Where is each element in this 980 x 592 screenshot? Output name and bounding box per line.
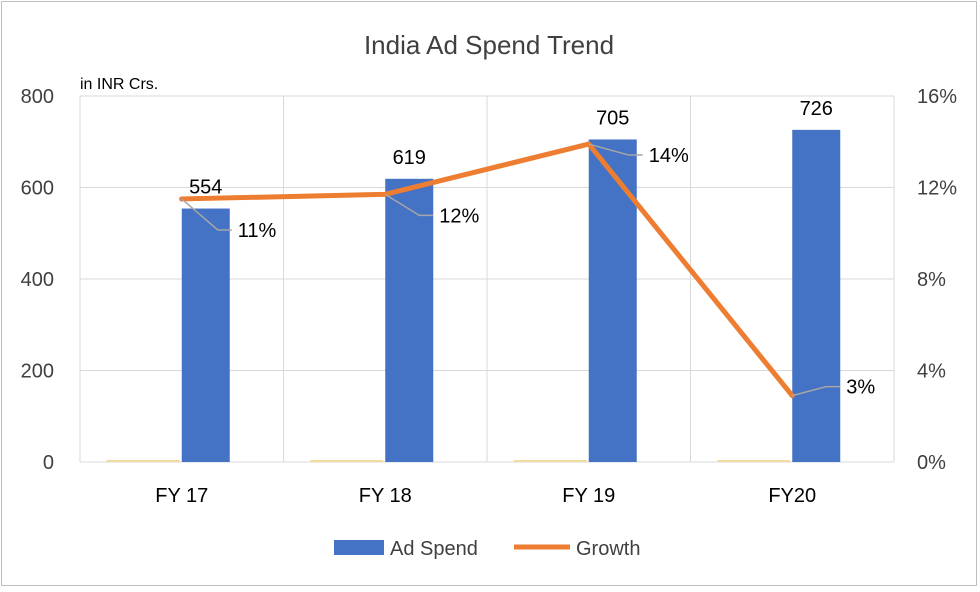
unit-note: in INR Crs. xyxy=(80,76,158,93)
growth-leader-line xyxy=(384,193,434,217)
growth-leader-line xyxy=(792,385,841,397)
growth-leader-line xyxy=(181,198,232,231)
bar-ad-spend xyxy=(588,139,637,462)
y-left-tick-label: 800 xyxy=(21,86,54,108)
y-right-tick-label: 12% xyxy=(917,178,957,200)
legend: Ad Spend Growth xyxy=(334,538,640,560)
bar-ad-spend xyxy=(181,208,230,462)
y-right-tick-label: 4% xyxy=(917,361,946,383)
bar-series xyxy=(106,129,841,462)
legend-label-growth: Growth xyxy=(576,538,640,560)
x-tick-label: FY 19 xyxy=(562,485,615,507)
y-right-tick-label: 8% xyxy=(917,269,946,291)
y-left-tick-label: 400 xyxy=(21,269,54,291)
chart-title: India Ad Spend Trend xyxy=(364,30,614,60)
legend-swatch-ad-spend xyxy=(334,540,384,555)
bar-ad-spend xyxy=(385,178,434,462)
bar-value-label: 619 xyxy=(393,147,426,169)
growth-value-label: 11% xyxy=(238,220,277,242)
data-labels: 554 619 705 726 11% 12% 14% 3% xyxy=(181,98,875,399)
y-right-tick-label: 0% xyxy=(917,452,946,474)
bar-value-label: 726 xyxy=(800,98,833,120)
x-tick-label: FY 17 xyxy=(155,485,208,507)
growth-value-label: 14% xyxy=(649,145,689,167)
y-left-tick-label: 200 xyxy=(21,361,54,383)
y-left-tick-label: 600 xyxy=(21,178,54,200)
bar-ad-spend xyxy=(792,129,841,462)
growth-leader-line xyxy=(588,143,643,156)
growth-value-label: 3% xyxy=(846,377,875,399)
legend-label-ad-spend: Ad Spend xyxy=(390,538,478,560)
bar-value-label: 554 xyxy=(189,177,222,199)
x-tick-label: FY20 xyxy=(768,485,816,507)
growth-value-label: 12% xyxy=(439,205,479,227)
x-tick-label: FY 18 xyxy=(359,485,412,507)
axes: 0 200 400 600 800 0% 4% 8% 12% 16% FY 17 FY 18 FY 19… xyxy=(21,86,958,507)
y-right-tick-label: 16% xyxy=(917,86,957,108)
bar-value-label: 705 xyxy=(596,107,629,129)
y-left-tick-label: 0 xyxy=(43,452,54,474)
growth-line xyxy=(179,141,795,399)
